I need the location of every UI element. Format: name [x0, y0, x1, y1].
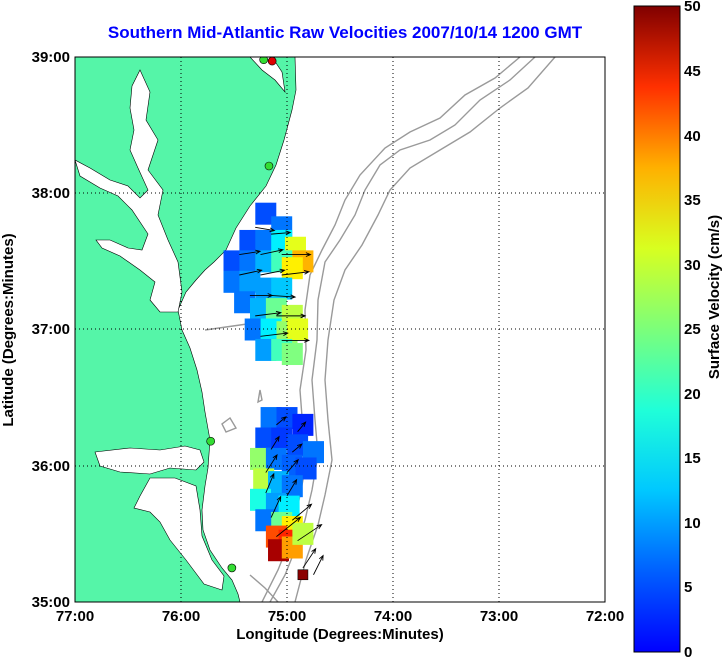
velocity-vector: [255, 226, 276, 233]
plot-title: Southern Mid-Atlantic Raw Velocities 200…: [108, 23, 583, 42]
velocity-cell: [255, 250, 277, 273]
station-marker: [206, 436, 215, 446]
delaware-bay: [249, 57, 286, 94]
x-axis-label: Longitude (Degrees:Minutes): [236, 626, 444, 643]
y-tick-label: 38:00: [32, 185, 70, 202]
x-tick-label: 76:00: [162, 608, 200, 625]
velocity-cell: [255, 202, 277, 225]
velocity-cell: [265, 298, 287, 321]
velocity-cell: [223, 270, 245, 293]
velocity-cell: [255, 229, 277, 252]
station-marker: [227, 563, 237, 573]
velocity-cell: [255, 277, 277, 300]
colorbar-tick-label: 40: [684, 128, 701, 145]
velocity-vector: [276, 313, 307, 319]
colorbar-tick-label: 35: [684, 192, 701, 209]
colorbar-tick-label: 25: [684, 321, 701, 338]
y-tick-label: 36:00: [32, 458, 70, 475]
plot-area: [75, 57, 605, 602]
velocity-vectors: [239, 226, 324, 575]
x-tick-label: 75:00: [268, 608, 306, 625]
velocity-vector: [255, 310, 282, 317]
y-tick-label: 39:00: [32, 49, 70, 66]
colorbar-tick-label: 50: [684, 0, 701, 15]
x-tick-label: 74:00: [374, 608, 412, 625]
velocity-vector: [260, 248, 285, 256]
velocity-vector: [281, 338, 311, 343]
velocity-vector: [286, 458, 299, 473]
velocity-cell: [276, 407, 298, 430]
velocity-cell: [234, 291, 256, 314]
velocity-vector: [260, 331, 289, 337]
colorbar-tick-label: 5: [684, 579, 692, 596]
velocity-vector: [286, 478, 298, 496]
velocity-vector: [271, 230, 292, 236]
velocity-vector: [270, 435, 280, 450]
velocity-cell: [223, 250, 245, 273]
chesapeake-bay: [75, 69, 183, 313]
colorbar-tick-label: 30: [684, 257, 701, 274]
colorbar-gradient: [633, 5, 681, 653]
velocity-vector: [313, 554, 324, 575]
grid-lines: [75, 57, 605, 602]
velocity-vector: [260, 268, 286, 276]
station-marker: [267, 57, 277, 66]
velocity-vector: [271, 294, 297, 300]
x-tick-label: 73:00: [480, 608, 518, 625]
velocity-vector: [281, 269, 311, 276]
y-tick-label: 35:00: [32, 594, 70, 611]
y-axis: 39:00 38:00 37:00 36:00 35:00 Latitude (…: [0, 49, 70, 611]
colorbar-tick-label: 0: [684, 644, 692, 659]
y-axis-label: Latitude (Degrees:Minutes): [0, 233, 17, 426]
velocity-cell: [260, 407, 282, 430]
velocity-cell: [292, 522, 314, 545]
velocity-vector: [265, 453, 278, 473]
station-marker: [264, 161, 274, 171]
colorbar-tick-label: 10: [684, 515, 701, 532]
velocity-vector: [297, 524, 323, 542]
x-tick-label: 72:00: [586, 608, 624, 625]
velocity-vector: [302, 547, 317, 569]
velocity-cell: [239, 229, 261, 252]
x-tick-label: 77:00: [56, 608, 94, 625]
station-marker: [259, 57, 268, 65]
radar-stations: [206, 57, 309, 581]
velocity-vector: [297, 421, 307, 432]
colorbar: 50 45 40 35 30 25 20 15 10 5 0 Surface V…: [633, 0, 723, 659]
velocity-vector: [239, 249, 262, 256]
velocity-vector: [270, 495, 282, 518]
x-axis: 77:00 76:00 75:00 74:00 73:00 72:00 Long…: [56, 608, 624, 643]
velocity-cell: [239, 250, 261, 273]
plot-frame: [74, 56, 606, 603]
colorbar-tick-label: 45: [684, 63, 701, 80]
velocity-cell: [255, 338, 277, 361]
velocity-vector: [239, 268, 263, 276]
velocity-vector: [292, 443, 303, 453]
velocity-cell: [255, 427, 277, 450]
velocity-cell: [250, 488, 271, 511]
colorbar-tick-label: 15: [684, 450, 701, 467]
velocity-vector: [276, 516, 302, 537]
velocity-vector: [276, 416, 287, 426]
colorbar-ticks: 50 45 40 35 30 25 20 15 10 5 0: [684, 0, 701, 659]
velocity-vector: [281, 252, 312, 257]
station-marker: [297, 569, 309, 581]
velocity-vector: [265, 472, 275, 494]
y-tick-label: 37:00: [32, 321, 70, 338]
velocity-cell: [239, 270, 261, 293]
velocity-cell: [281, 343, 303, 366]
colorbar-label: Surface Velocity (cm/s): [706, 215, 723, 379]
velocity-vector: [292, 503, 313, 521]
velocity-cell: [271, 277, 293, 300]
pamlico-sound: [133, 477, 225, 591]
velocity-cell: [281, 257, 303, 280]
velocity-cell: [250, 447, 271, 470]
velocity-cell: [287, 318, 309, 341]
colorbar-tick-label: 20: [684, 386, 701, 403]
velocity-cell: [295, 457, 317, 480]
